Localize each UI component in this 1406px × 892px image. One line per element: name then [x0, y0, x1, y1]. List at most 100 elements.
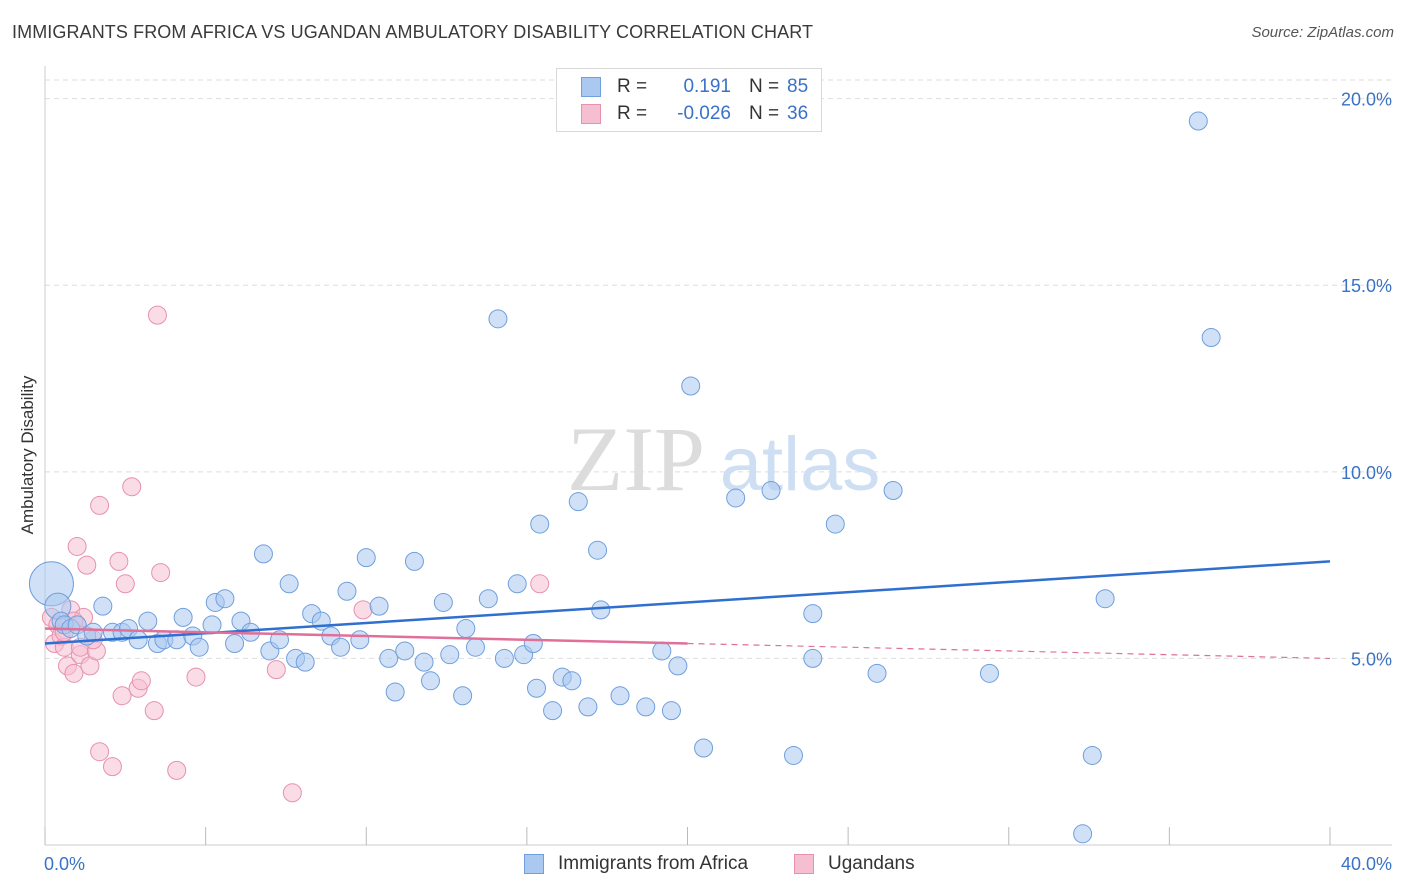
- africa-point: [295, 652, 315, 672]
- legend-row-africa: R = 0.191 N = 85: [581, 74, 808, 100]
- legend-swatch-ugandans: [581, 104, 601, 124]
- africa-point: [1095, 589, 1115, 609]
- africa-point: [681, 376, 701, 396]
- legend-label-africa: Immigrants from Africa: [558, 853, 749, 874]
- ugandans-points: [41, 305, 550, 803]
- africa-point: [507, 574, 527, 594]
- africa-point: [189, 637, 209, 657]
- legend-n-value: 36: [787, 103, 809, 124]
- africa-point: [726, 488, 746, 508]
- africa-point: [331, 637, 351, 657]
- africa-point: [395, 641, 415, 661]
- legend-n-value: 85: [787, 76, 809, 97]
- legend-n-label: N =: [749, 103, 780, 124]
- africa-point: [1201, 327, 1221, 347]
- africa-point: [494, 648, 514, 668]
- africa-point: [440, 645, 460, 665]
- ugandans-point: [167, 760, 187, 780]
- africa-point: [784, 745, 804, 765]
- africa-point: [803, 648, 823, 668]
- africa-point: [453, 686, 473, 706]
- africa-point: [83, 622, 103, 642]
- africa-point: [610, 686, 630, 706]
- africa-points: [28, 111, 1221, 844]
- africa-point: [568, 492, 588, 512]
- africa-point: [253, 544, 273, 564]
- source-label: Source: ZipAtlas.com: [1251, 24, 1394, 41]
- ugandans-point: [109, 551, 129, 571]
- legend-item-africa[interactable]: Immigrants from Africa: [524, 850, 748, 878]
- africa-point: [527, 678, 547, 698]
- legend-swatch-africa: [524, 854, 544, 874]
- grid-layer: [45, 79, 1392, 659]
- ugandans-point: [64, 663, 84, 683]
- ugandans-trend-line: [44, 627, 688, 645]
- ugandans-point: [102, 757, 122, 777]
- trend-lines: [44, 560, 1331, 660]
- legend-r-value: 0.191: [683, 76, 731, 97]
- africa-point: [138, 611, 158, 631]
- africa-point: [379, 648, 399, 668]
- africa-point: [225, 633, 245, 653]
- ugandans-point: [122, 477, 142, 497]
- africa-point: [588, 540, 608, 560]
- africa-point: [465, 637, 485, 657]
- ugandans-point: [186, 667, 206, 687]
- africa-point: [337, 581, 357, 601]
- legend-label-ugandans: Ugandans: [828, 853, 915, 874]
- y-axis-label: Ambulatory Disability: [18, 375, 37, 535]
- watermark-zip: ZIP: [567, 408, 705, 510]
- ugandans-trend-extension: [687, 642, 1331, 660]
- legend-r-label: R =: [617, 103, 648, 124]
- ugandans-point: [77, 555, 97, 575]
- watermark: ZIP atlas: [567, 408, 880, 510]
- africa-point: [636, 697, 656, 717]
- africa-point: [356, 548, 376, 568]
- africa-point: [979, 663, 999, 683]
- ugandans-point: [282, 783, 302, 803]
- legend-item-ugandans[interactable]: Ugandans: [794, 850, 915, 878]
- africa-point: [1188, 111, 1208, 131]
- legend-n-label: N =: [749, 76, 780, 97]
- ugandans-point: [112, 686, 132, 706]
- watermark-atlas: atlas: [720, 422, 881, 507]
- legend-r-value: -0.026: [677, 103, 731, 124]
- africa-point: [488, 309, 508, 329]
- x-tick-label-left: 0.0%: [44, 854, 85, 874]
- y-tick-label: 20.0%: [1341, 90, 1392, 110]
- africa-point: [173, 607, 193, 627]
- africa-point: [883, 480, 903, 500]
- africa-point: [414, 652, 434, 672]
- africa-point: [421, 671, 440, 691]
- ugandans-point: [266, 660, 286, 680]
- africa-point: [128, 630, 148, 650]
- africa-point: [867, 663, 887, 683]
- africa-point: [562, 671, 582, 691]
- tick-labels: 5.0% 10.0% 15.0% 20.0% 0.0% 40.0%: [44, 90, 1392, 874]
- chart-title: IMMIGRANTS FROM AFRICA VS UGANDAN AMBULA…: [12, 22, 814, 42]
- legend-r-label: R =: [617, 76, 648, 97]
- ugandans-point: [115, 574, 135, 594]
- ugandans-point: [90, 495, 110, 515]
- africa-point: [661, 701, 681, 721]
- africa-point: [543, 701, 563, 721]
- africa-trend-line: [44, 560, 1331, 645]
- ugandans-point: [144, 701, 164, 721]
- africa-point: [591, 600, 611, 620]
- series-legend: Immigrants from Africa Ugandans: [0, 850, 1406, 880]
- africa-point: [433, 592, 453, 612]
- africa-point: [385, 682, 405, 702]
- africa-point: [694, 738, 714, 758]
- africa-point: [803, 604, 823, 624]
- y-tick-label: 10.0%: [1341, 463, 1392, 483]
- africa-point: [93, 596, 113, 616]
- y-tick-label: 15.0%: [1341, 276, 1392, 296]
- stats-legend: R = 0.191 N = 85 R = -0.026 N = 36: [556, 68, 822, 132]
- legend-swatch-africa: [581, 77, 601, 97]
- africa-point: [578, 697, 598, 717]
- africa-point: [668, 656, 688, 676]
- x-tick-label-right: 40.0%: [1341, 854, 1392, 874]
- africa-point: [761, 480, 781, 500]
- africa-point: [456, 619, 476, 639]
